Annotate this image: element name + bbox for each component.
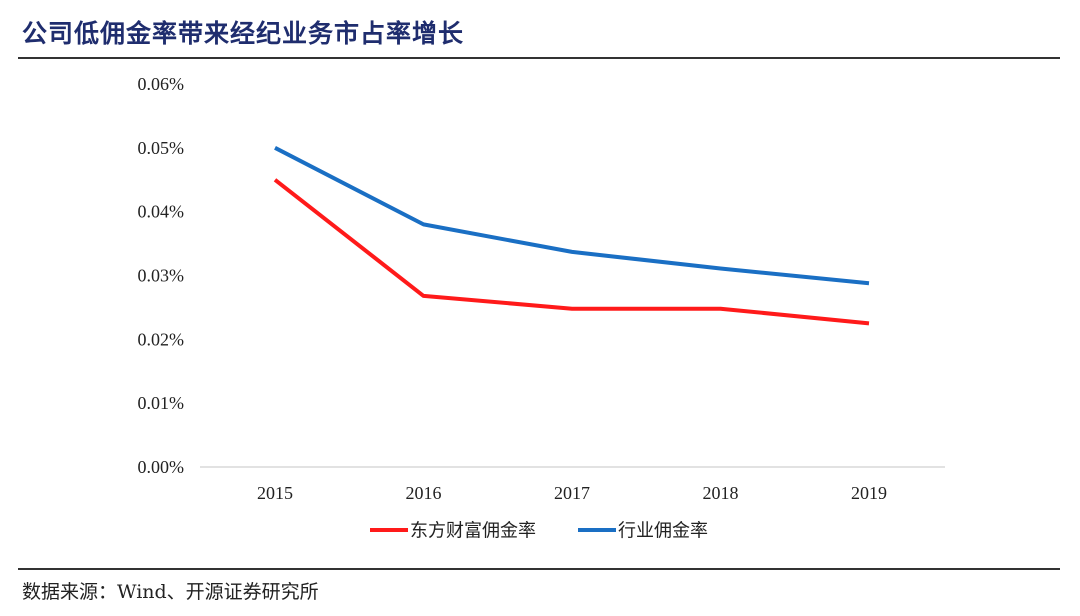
chart-legend: 东方财富佣金率 行业佣金率 <box>370 521 708 542</box>
y-tick-label: 0.02% <box>138 329 185 349</box>
line-chart: 0.00% 0.01% 0.02% 0.03% 0.04% 0.05% 0.06% 2015… <box>138 74 945 542</box>
footer-divider <box>18 568 1060 570</box>
y-tick-label: 0.03% <box>138 266 185 286</box>
legend-label-2: 行业佣金率 <box>618 521 708 542</box>
y-tick-label: 0.01% <box>138 393 185 413</box>
x-tick-label: 2015 <box>257 483 293 503</box>
x-tick-label: 2016 <box>406 483 442 503</box>
legend-label-1: 东方财富佣金率 <box>410 521 536 542</box>
y-tick-label: 0.05% <box>138 138 185 158</box>
page-title: 公司低佣金率带来经纪业务市占率增长 <box>22 19 465 48</box>
source-note: 数据来源：Wind、开源证券研究所 <box>22 581 319 603</box>
x-tick-label: 2019 <box>851 483 887 503</box>
x-tick-label: 2017 <box>554 483 590 503</box>
series-line-2 <box>274 146 870 286</box>
series-line-1 <box>273 178 870 326</box>
y-tick-label: 0.06% <box>138 74 185 94</box>
y-axis-tick-labels: 0.00% 0.01% 0.02% 0.03% 0.04% 0.05% 0.06% <box>138 74 185 477</box>
title-divider <box>18 57 1060 59</box>
x-tick-label: 2018 <box>703 483 739 503</box>
series-lines <box>273 146 870 326</box>
y-tick-label: 0.00% <box>138 457 185 477</box>
y-tick-label: 0.04% <box>138 202 185 222</box>
x-axis-tick-labels: 2015 2016 2017 2018 2019 <box>257 483 887 503</box>
